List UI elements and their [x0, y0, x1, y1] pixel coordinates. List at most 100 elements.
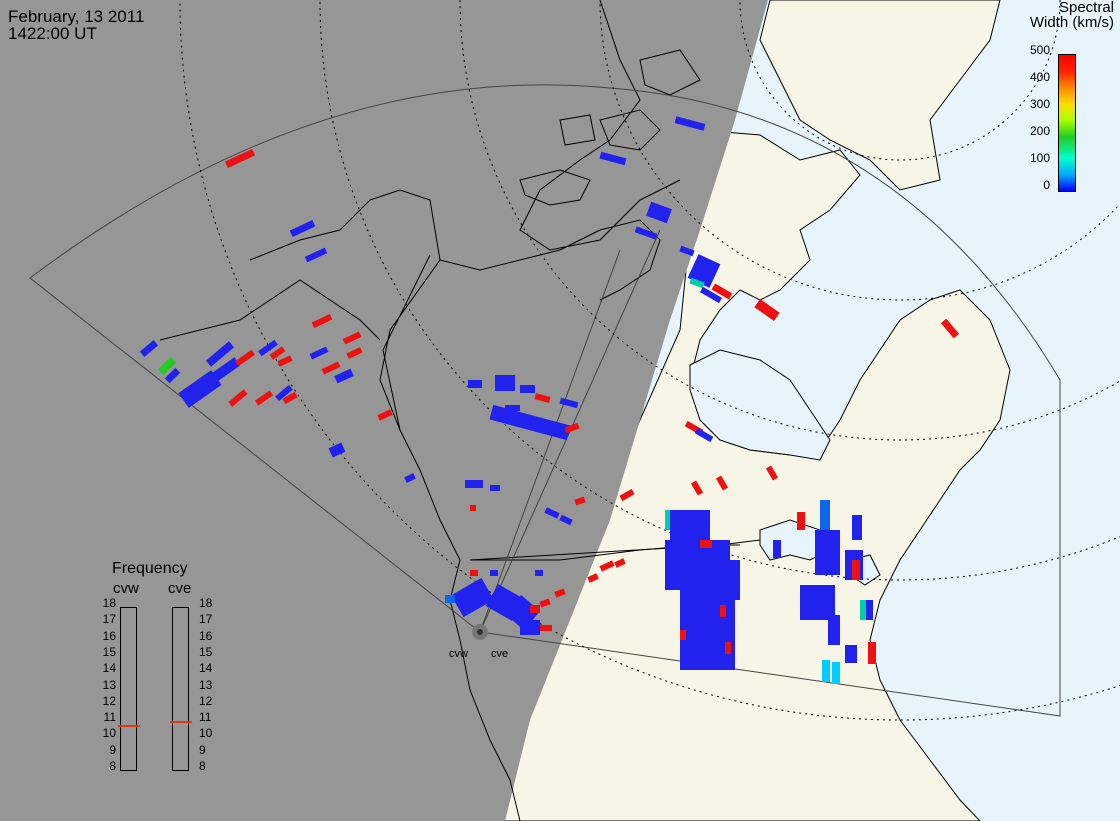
- frequency-label-cve: cve: [168, 580, 192, 597]
- scatter-cell: [670, 510, 710, 540]
- scatter-cell: [520, 620, 540, 635]
- frequency-scale-label: 14: [199, 661, 213, 676]
- scatter-cell: [254, 390, 274, 406]
- frequency-label-cvw: cvw: [113, 580, 139, 597]
- colorbar-tick: 500: [1029, 43, 1050, 57]
- scatter-cell: [559, 514, 573, 526]
- frequency-scale-label: 8: [199, 759, 206, 773]
- colorbar-tick: 300: [1029, 97, 1050, 111]
- scatter-cell: [258, 339, 278, 357]
- scatter-cell: [328, 442, 346, 458]
- scatter-cell: [852, 515, 862, 540]
- frequency-scale-label: 9: [199, 742, 206, 757]
- greenland: [759, 0, 1001, 191]
- colorbar-tick: 0: [1043, 178, 1050, 192]
- scatter-cell: [694, 427, 714, 443]
- frequency-scale-label: 16: [199, 628, 213, 643]
- frequency-scale-label: 14: [102, 661, 116, 676]
- scatter-cell: [495, 375, 515, 391]
- scatter-cell: [544, 507, 560, 519]
- scatter-cell: [711, 283, 733, 300]
- frequency-scale-label: 12: [199, 693, 213, 708]
- frequency-scale-label: 11: [103, 710, 116, 725]
- scatter-cell: [205, 341, 235, 367]
- scatter-cell: [845, 645, 857, 663]
- frequency-title: Frequency: [112, 560, 188, 577]
- scatter-cell: [520, 385, 535, 393]
- daylit-land: [499, 129, 1011, 821]
- scatter-cell: [289, 220, 316, 237]
- scatter-cell: [754, 299, 780, 321]
- scatter-cell: [309, 346, 329, 360]
- scatter-cell: [646, 201, 672, 224]
- frequency-marker-cvw: [118, 724, 140, 727]
- scatter-cell: [689, 277, 705, 289]
- time-label: 1422:00 UT: [8, 24, 97, 43]
- colorbar-tick: 400: [1029, 70, 1050, 84]
- frequency-scale-label: 13: [199, 677, 213, 692]
- scatter-cell: [832, 662, 840, 684]
- hudson-bay: [689, 349, 831, 461]
- colorbar-tick: 100: [1029, 151, 1050, 165]
- scatter-cell: [470, 505, 476, 511]
- scatter-cell: [699, 286, 723, 304]
- scatter-cell: [540, 625, 552, 631]
- scatter-cell: [490, 570, 498, 576]
- radar-site-cve: [477, 629, 483, 635]
- scatter-cell: [820, 500, 830, 530]
- scatter-cell: [470, 570, 478, 576]
- scatter-cell: [680, 630, 686, 640]
- frequency-scale-label: 17: [102, 612, 116, 627]
- scatter-cell: [534, 393, 551, 403]
- scatter-cell: [674, 116, 706, 131]
- scatter-cell: [277, 355, 293, 367]
- scatter-cell: [311, 314, 333, 328]
- scatter-cell: [574, 496, 586, 506]
- scatter-cell: [178, 370, 222, 408]
- frequency-scale-label: 18: [102, 596, 116, 610]
- scatter-cell: [773, 540, 781, 558]
- scatter-cell: [164, 367, 181, 384]
- scatter-cell: [346, 347, 363, 359]
- scatter-cell: [700, 540, 712, 548]
- colorbar-title: Spectral Width (km/s): [1030, 0, 1114, 30]
- scatter-cell: [490, 485, 500, 491]
- frequency-scale-label: 18: [199, 596, 213, 610]
- frequency-scale-label: 11: [199, 710, 212, 725]
- colorbar-title-line2: Width (km/s): [1029, 14, 1114, 31]
- frequency-scale-label: 16: [102, 628, 116, 643]
- radar-label-cve: cve: [491, 648, 509, 660]
- scatter-cell: [451, 577, 494, 618]
- frequency-scale-label: 10: [199, 726, 213, 741]
- frequency-scale-label: 17: [199, 612, 213, 627]
- scatter-cell: [690, 480, 704, 496]
- date-time-title: February, 13 2011 1422:00 UT: [8, 8, 144, 42]
- scatter-cell: [725, 642, 731, 654]
- frequency-scale-label: 10: [102, 726, 116, 741]
- frequency-scale-label: 8: [109, 759, 116, 773]
- scatter-cell: [587, 573, 599, 583]
- frequency-gauge-cve: [172, 607, 189, 771]
- colorbar: [1058, 54, 1076, 192]
- scatter-cell: [564, 422, 580, 434]
- scatter-cell: [852, 560, 860, 580]
- scatter-cell: [334, 368, 354, 384]
- scatter-cell: [800, 585, 835, 620]
- scatter-cell: [860, 600, 866, 620]
- colorbar-title-line1: Spectral: [1058, 0, 1114, 16]
- frequency-scale-label: 9: [109, 742, 116, 757]
- scatter-cell: [822, 660, 830, 682]
- scatter-cell: [489, 404, 571, 441]
- scatter-cell: [275, 384, 293, 402]
- colorbar-tick: 200: [1029, 124, 1050, 138]
- scatter-cell: [797, 512, 805, 530]
- scatter-cell: [505, 405, 520, 411]
- scatter-cell: [404, 473, 416, 483]
- scatter-cell: [599, 151, 627, 166]
- frequency-scale-label: 15: [199, 644, 213, 659]
- scatter-cell: [765, 465, 779, 481]
- radar-label-cvw: cvw: [449, 648, 468, 660]
- scatter-cell: [865, 600, 873, 620]
- backscatter-cells: [139, 116, 960, 684]
